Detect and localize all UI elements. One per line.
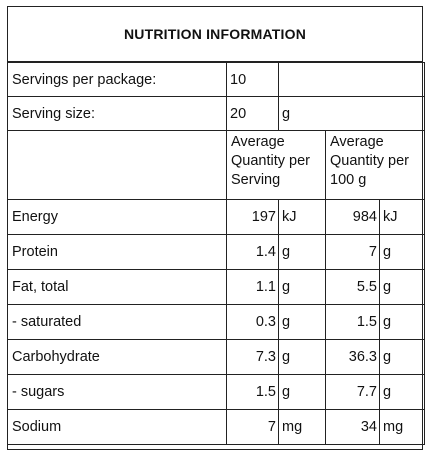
serving-size-value: 20	[226, 96, 279, 131]
per-serving-value: 7.3	[226, 339, 279, 375]
table-row: Protein 1.4 g 7 g	[7, 234, 425, 270]
per-serving-unit: g	[278, 339, 326, 375]
per-serving-value: 7	[226, 409, 279, 445]
table-row: - sugars 1.5 g 7.7 g	[7, 374, 425, 410]
nutrient-name: - saturated	[7, 304, 227, 340]
column-header-row: Average Quantity per Serving Average Qua…	[7, 130, 425, 200]
per-serving-unit: g	[278, 234, 326, 270]
per-serving-header: Average Quantity per Serving	[226, 130, 326, 200]
nutrient-name: - sugars	[7, 374, 227, 410]
servings-per-package-label: Servings per package:	[7, 62, 227, 97]
servings-per-package-row: Servings per package: 10	[7, 62, 425, 97]
nutrient-name: Fat, total	[7, 269, 227, 305]
per-serving-unit: kJ	[278, 199, 326, 235]
nutrient-name: Carbohydrate	[7, 339, 227, 375]
per-100g-unit: g	[379, 304, 425, 340]
per-serving-value: 0.3	[226, 304, 279, 340]
serving-size-label: Serving size:	[7, 96, 227, 131]
serving-size-row: Serving size: 20 g	[7, 96, 425, 131]
per-serving-value: 1.1	[226, 269, 279, 305]
per-serving-value: 1.4	[226, 234, 279, 270]
nutrient-name: Protein	[7, 234, 227, 270]
per-100g-value: 1.5	[325, 304, 380, 340]
table-row: Fat, total 1.1 g 5.5 g	[7, 269, 425, 305]
empty-cell	[278, 62, 425, 97]
per-serving-unit: g	[278, 304, 326, 340]
per-serving-unit: g	[278, 374, 326, 410]
per-100g-unit: g	[379, 374, 425, 410]
table-row: Sodium 7 mg 34 mg	[7, 409, 425, 445]
serving-size-unit: g	[278, 96, 425, 131]
table-row: Carbohydrate 7.3 g 36.3 g	[7, 339, 425, 375]
per-100g-value: 36.3	[325, 339, 380, 375]
per-100g-unit: g	[379, 269, 425, 305]
servings-per-package-value: 10	[226, 62, 279, 97]
per-100g-value: 7	[325, 234, 380, 270]
per-100g-unit: g	[379, 234, 425, 270]
header-blank-cell	[7, 130, 227, 200]
per-serving-value: 197	[226, 199, 279, 235]
per-100g-unit: kJ	[379, 199, 425, 235]
per-100g-unit: g	[379, 339, 425, 375]
nutrient-name: Energy	[7, 199, 227, 235]
per-100g-value: 5.5	[325, 269, 380, 305]
per-100g-value: 984	[325, 199, 380, 235]
nutrient-name: Sodium	[7, 409, 227, 445]
per-100g-value: 7.7	[325, 374, 380, 410]
per-serving-unit: mg	[278, 409, 326, 445]
panel-title: NUTRITION INFORMATION	[8, 7, 422, 62]
table-row: - saturated 0.3 g 1.5 g	[7, 304, 425, 340]
per-serving-unit: g	[278, 269, 326, 305]
table-row: Energy 197 kJ 984 kJ	[7, 199, 425, 235]
nutrition-table: Servings per package: 10 Serving size: 2…	[7, 62, 425, 445]
nutrition-panel: NUTRITION INFORMATION Servings per packa…	[7, 6, 425, 450]
per-100g-unit: mg	[379, 409, 425, 445]
per-100g-header: Average Quantity per 100 g	[325, 130, 425, 200]
per-100g-value: 34	[325, 409, 380, 445]
per-serving-value: 1.5	[226, 374, 279, 410]
